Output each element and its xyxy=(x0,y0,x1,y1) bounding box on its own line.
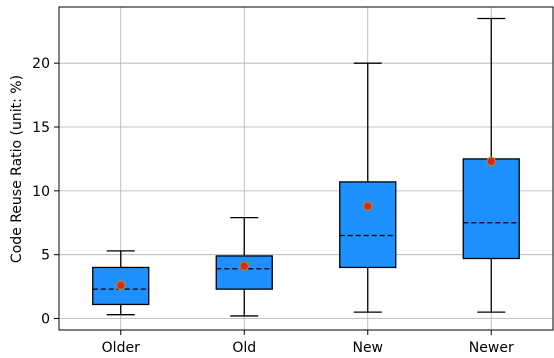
boxes xyxy=(92,17,520,317)
y-axis-label: Code Reuse Ratio (unit: %) xyxy=(9,75,25,263)
x-tick-label: Newer xyxy=(469,340,514,356)
y-tick-label: 0 xyxy=(41,312,50,328)
mean-marker xyxy=(115,280,126,291)
iqr-box xyxy=(339,181,397,269)
axes: 0 5 10 15 20 Older Old New Newer xyxy=(32,56,514,356)
box-new xyxy=(339,62,397,313)
y-tick-label: 20 xyxy=(32,56,50,72)
y-tick-label: 10 xyxy=(32,184,50,200)
y-tick-label: 5 xyxy=(41,248,50,264)
x-tick-label: Old xyxy=(232,340,256,356)
mean-marker xyxy=(362,201,373,211)
y-tick-label: 15 xyxy=(32,120,50,136)
x-tick-label: Older xyxy=(102,340,140,356)
plot-area-frame xyxy=(58,6,554,331)
iqr-box xyxy=(215,255,273,290)
box-older xyxy=(92,250,150,316)
mean-marker xyxy=(486,156,497,167)
mean-marker xyxy=(239,261,250,271)
x-tick-label: New xyxy=(352,340,383,356)
box-newer xyxy=(462,17,520,313)
iqr-box xyxy=(462,158,520,260)
box-old xyxy=(215,217,273,317)
